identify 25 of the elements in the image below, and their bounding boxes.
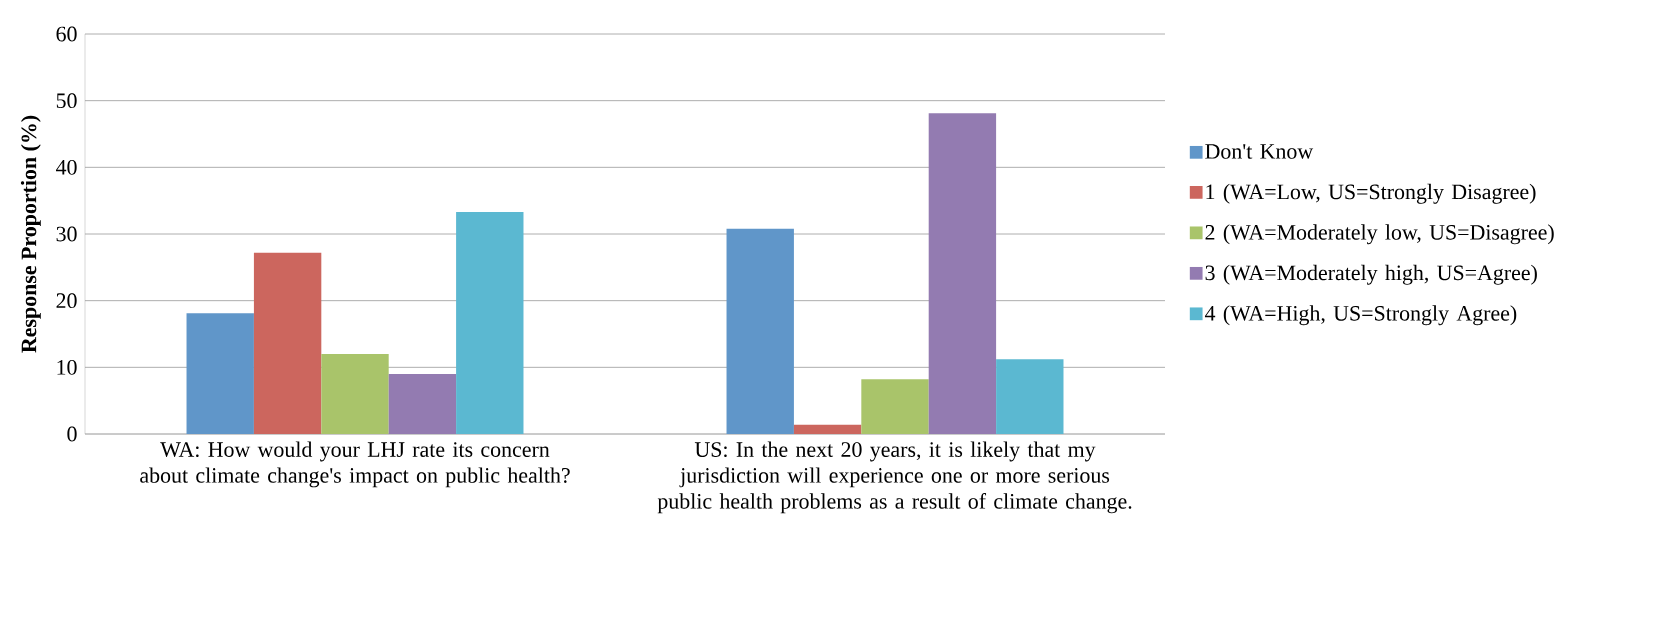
y-tick-label: 50 [56,93,77,109]
y-tick-label: 60 [56,26,77,42]
y-tick-label: 0 [67,426,77,442]
bar [253,252,322,434]
y-tick-label: 10 [57,359,77,375]
bar [861,379,929,434]
bar [793,424,862,434]
bar [456,212,524,434]
legend-label: 1 (WA=Low, US=Strongly Disagree) [1206,183,1536,204]
x-tick-label: WA: How would your LHJ rate its concern about climate change's impact on public health? [140,441,570,488]
x-tick-label: US: In the next 20 years, it is likely that my jurisdiction will experience one or more serious public health problems as a result of climate change. [657,441,1132,514]
y-tick-label: 20 [56,293,77,309]
y-tick-label: 30 [56,226,77,242]
bar [388,374,457,434]
y-tick-label: 40 [56,159,77,175]
bar [726,228,794,434]
bar [186,313,254,434]
bar [928,113,997,434]
legend-label: 3 (WA=Moderately high, US=Agree) [1205,264,1537,285]
legend-label: 2 (WA=Moderately low, US=Disagree) [1205,224,1554,245]
legend-label: Don't Know [1205,144,1314,159]
bar [996,359,1064,434]
legend-label: 4 (WA=High, US=Strongly Agree) [1204,305,1517,326]
y-axis-title: Response Proportion (%) [20,115,41,353]
bar [321,354,389,434]
